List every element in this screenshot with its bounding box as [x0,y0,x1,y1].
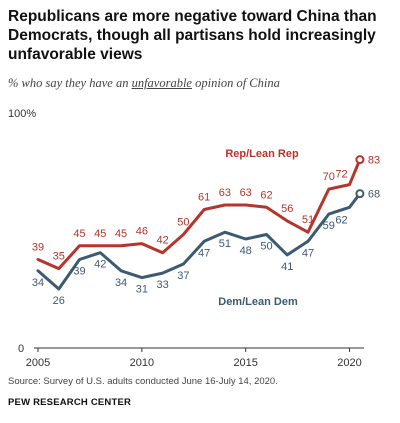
data-label-dem: 47 [302,247,314,259]
x-tick-label: 2015 [233,357,257,369]
data-label-rep: 51 [302,214,314,226]
series-endpoint-rep [355,155,365,165]
series-line-dem [36,192,362,291]
chart-subtitle: % who say they have an unfavorable opini… [8,76,394,91]
x-tick-label: 2010 [130,357,154,369]
data-label-dem: 68 [368,189,380,201]
series-label-dem: Dem/Lean Dem [218,296,298,308]
data-label-dem: 50 [260,241,272,253]
data-label-rep: 56 [281,203,293,215]
data-label-rep: 45 [94,228,106,240]
data-label-rep: 62 [260,189,272,201]
data-label-rep: 39 [32,241,44,253]
data-label-dem: 41 [281,261,293,273]
source-note: Source: Survey of U.S. adults conducted … [8,376,278,387]
data-label-rep: 83 [368,155,380,167]
data-label-rep: 63 [219,187,231,199]
data-label-rep: 70 [323,171,335,183]
data-label-rep: 42 [156,235,168,247]
series-endpoint-dem [355,189,365,199]
data-label-dem: 62 [335,214,347,226]
data-label-dem: 48 [240,245,252,257]
data-label-rep: 45 [115,228,127,240]
data-label-dem: 37 [177,270,189,282]
subtitle-emphasis: unfavorable [131,76,192,90]
data-label-dem: 26 [53,295,65,307]
data-label-rep: 50 [177,217,189,229]
chart-lines [36,155,365,291]
series-label-rep: Rep/Lean Rep [225,148,299,160]
data-label-rep: 72 [335,169,347,181]
data-label-dem: 59 [323,220,335,232]
data-label-dem: 39 [73,265,85,277]
chart-value-labels: 39 35 45 45 45 46 42 50 61 63 63 62 56 51 70 72 83 34 26 39… [32,148,380,308]
data-label-rep: 45 [73,228,85,240]
data-label-dem: 31 [136,284,148,296]
subtitle-suffix: opinion of China [192,76,280,90]
data-label-rep: 46 [136,226,148,238]
series-line-rep [36,158,362,271]
data-label-dem: 51 [219,238,231,250]
data-label-dem: 47 [198,247,210,259]
data-label-rep: 35 [53,251,65,263]
data-label-dem: 34 [115,277,127,289]
data-label-dem: 42 [94,259,106,271]
data-label-rep: 61 [198,192,210,204]
y-axis-top-label: 100% [8,108,36,120]
x-tick-label: 2020 [337,357,361,369]
organization-name: PEW RESEARCH CENTER [8,397,132,408]
data-label-dem: 33 [156,279,168,291]
data-label-rep: 63 [240,187,252,199]
x-tick-label: 2005 [26,357,50,369]
data-label-dem: 34 [32,277,44,289]
chart-title: Republicans are more negative toward Chi… [8,8,377,63]
subtitle-prefix: % who say they have an [8,76,132,90]
y-axis-bottom-label: 0 [18,343,24,355]
